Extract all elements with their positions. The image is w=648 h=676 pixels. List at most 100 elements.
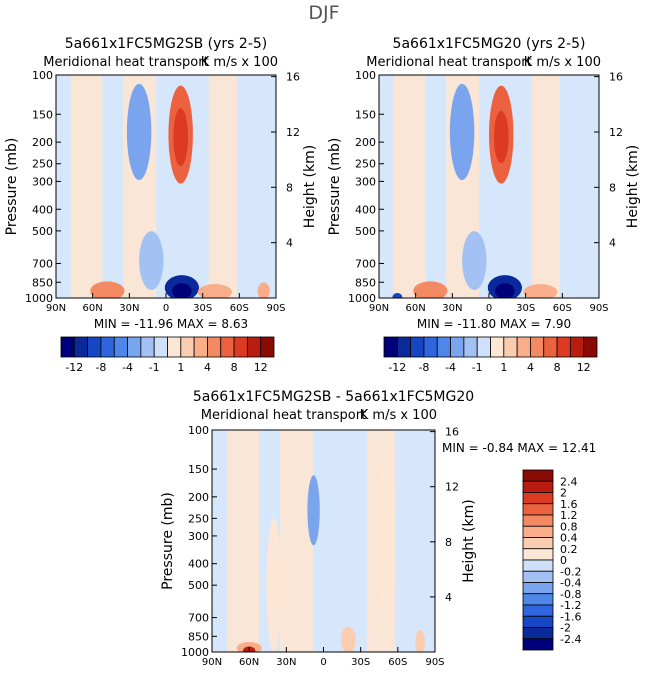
colorbar-label: -8 [418, 361, 429, 374]
panel-1: 5a661x1FC5MG2SB (yrs 2-5) Meridional heat… [4, 36, 318, 331]
x-tick-label: 90N [202, 657, 222, 668]
colorbar-cell [522, 503, 554, 516]
colorbar-cell [153, 336, 168, 358]
colorbar-label: 1.6 [560, 498, 578, 511]
y-tick-label: 700 [355, 257, 376, 270]
colorbar-cell [113, 336, 128, 358]
colorbar-cell [522, 559, 554, 572]
y-right-axis-label: Height (km) [461, 499, 477, 582]
panel-stats: MIN = -11.80 MAX = 7.90 [417, 317, 571, 331]
x-tick-label: 60N [83, 303, 103, 314]
x-tick-label: 60S [553, 303, 572, 314]
contour-blob [266, 518, 282, 652]
colorbar-label: -12 [388, 361, 406, 374]
contour-blob [375, 458, 396, 614]
x-tick-label: 0 [163, 303, 169, 314]
colorbar-label: 8 [231, 361, 238, 374]
colorbar-label: -2.4 [560, 633, 581, 646]
colorbar-label: -1 [472, 361, 483, 374]
x-tick-label: 30N [119, 303, 139, 314]
colorbar-cell [193, 336, 208, 358]
y-tick-label: 500 [355, 225, 376, 238]
contour-blob [126, 83, 152, 181]
y-tick-label: 300 [188, 530, 209, 543]
colorbar-cell [522, 638, 554, 651]
figure-title: DJF [308, 2, 340, 24]
colorbar-cell [383, 336, 398, 358]
contour-blob [173, 108, 189, 167]
colorbar-cell [60, 336, 75, 358]
contour-blob [493, 111, 509, 164]
field-band [393, 75, 426, 298]
contour-blob [340, 626, 356, 652]
x-tick-label: 90S [589, 303, 608, 314]
contour-blob [449, 83, 475, 181]
panel-title: 5a661x1FC5MG2SB (yrs 2-5) [65, 36, 268, 52]
colorbar-cell [522, 570, 554, 583]
colorbar-cell [522, 627, 554, 640]
x-tick-label: 60S [388, 657, 407, 668]
colorbar-cell [260, 336, 275, 358]
contour-blob [415, 629, 426, 652]
y-tick-label: 300 [32, 175, 53, 188]
colorbar-cell [522, 582, 554, 595]
colorbar-cell [522, 480, 554, 493]
y-right-tick-label: 12 [286, 126, 300, 139]
colorbar-label: 4 [204, 361, 211, 374]
y-tick-label: 1000 [348, 292, 376, 305]
colorbar-cell [220, 336, 235, 358]
colorbar-cell [100, 336, 115, 358]
colorbar-label: 0.2 [560, 543, 578, 556]
contour-blob [523, 284, 558, 298]
colorbar-label: -0.8 [560, 588, 581, 601]
y-tick-label: 850 [32, 276, 53, 289]
contour-field [379, 75, 599, 298]
colorbar-label: -2 [560, 622, 571, 635]
colorbar-cell [246, 336, 262, 358]
colorbar-cell [516, 336, 531, 358]
x-tick-label: 30S [193, 303, 212, 314]
y-axis-label: Pressure (mb) [160, 492, 176, 590]
x-tick-label: 90S [266, 303, 285, 314]
contour-field [56, 75, 276, 298]
colorbar-cell [522, 615, 554, 628]
colorbar-label: 4 [527, 361, 534, 374]
panel-2: 5a661x1FC5MG20 (yrs 2-5) Meridional heat … [327, 36, 641, 331]
y-tick-label: 400 [355, 203, 376, 216]
y-tick-label: 850 [355, 276, 376, 289]
y-tick-label: 300 [355, 175, 376, 188]
contour-blob [172, 283, 192, 298]
colorbar-label: 2 [560, 487, 567, 500]
y-axis-label: Pressure (mb) [327, 138, 343, 236]
colorbar-1: -12 -8 -4 -1 1 4 8 12 [60, 336, 275, 374]
colorbar-cell [522, 514, 554, 527]
x-tick-label: 60S [230, 303, 249, 314]
y-tick-label: 700 [32, 257, 53, 270]
colorbar-label: -1.6 [560, 610, 581, 623]
colorbar-cell [522, 593, 554, 606]
field-band [280, 430, 314, 652]
colorbar-cell [207, 336, 222, 358]
contour-blob [413, 281, 448, 298]
x-tick-label: 60N [239, 657, 259, 668]
colorbar-cell [167, 336, 182, 358]
y-tick-label: 100 [355, 69, 376, 82]
colorbar-cell [490, 336, 505, 358]
colorbar-3: 2.421.61.20.80.40.20-0.2-0.4-0.8-1.2-1.6… [522, 469, 581, 651]
colorbar-cell [396, 336, 412, 358]
panel-title: 5a661x1FC5MG2SB - 5a661x1FC5MG20 [193, 389, 474, 405]
colorbar-label: 8 [554, 361, 561, 374]
colorbar-cell [180, 336, 195, 358]
y-right-axis-label: Height (km) [302, 145, 318, 228]
colorbar-cell [73, 336, 89, 358]
panel-3: 5a661x1FC5MG2SB - 5a661x1FC5MG20 Meridion… [160, 389, 596, 668]
colorbar-cell [423, 336, 438, 358]
x-tick-label: 90S [425, 657, 444, 668]
colorbar-cell [436, 336, 451, 358]
field-band [70, 75, 103, 298]
y-right-tick-label: 4 [445, 591, 452, 604]
contour-blob [495, 283, 515, 298]
y-tick-label: 200 [188, 491, 209, 504]
colorbar-label: 1.2 [560, 509, 578, 522]
